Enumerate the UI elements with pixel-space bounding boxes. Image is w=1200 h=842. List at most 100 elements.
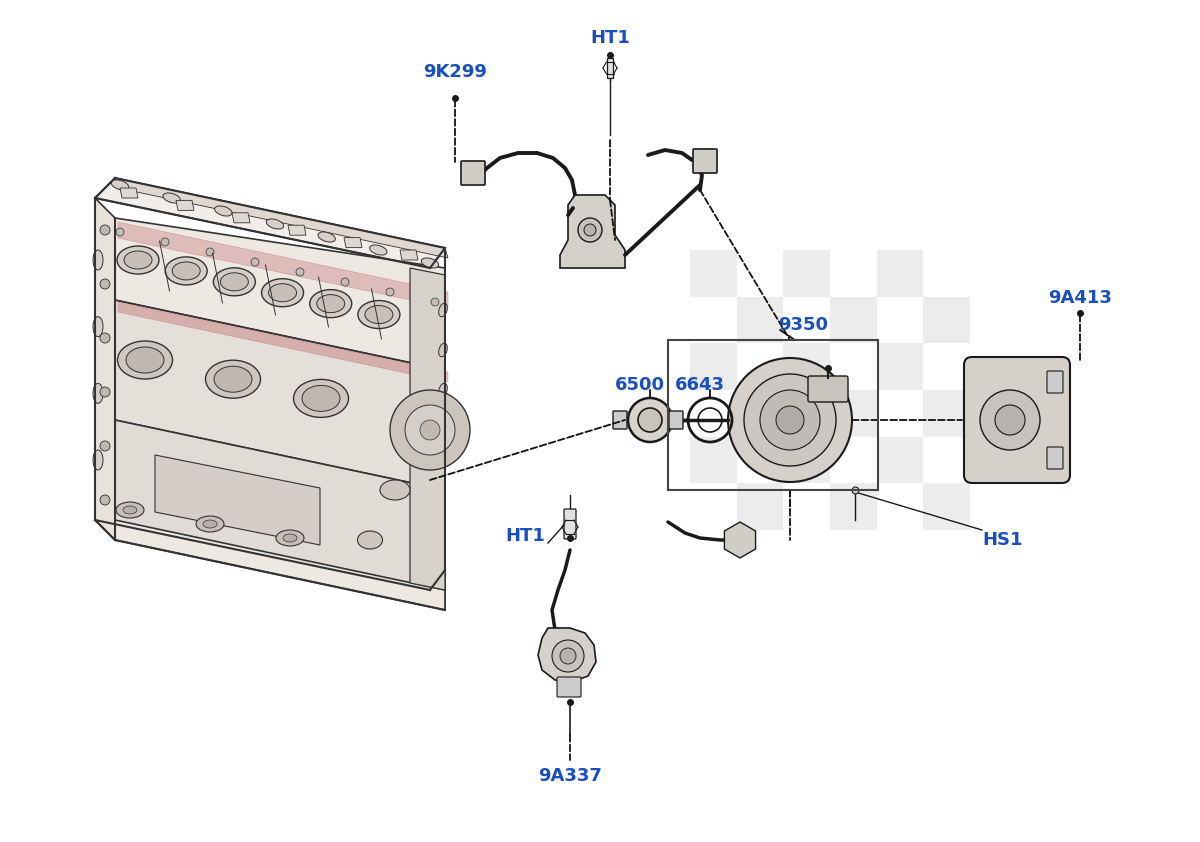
Polygon shape	[607, 58, 613, 78]
Circle shape	[420, 420, 440, 440]
Circle shape	[980, 390, 1040, 450]
Bar	[877, 250, 923, 296]
Circle shape	[638, 408, 662, 432]
Circle shape	[100, 387, 110, 397]
Ellipse shape	[221, 273, 248, 290]
FancyBboxPatch shape	[1046, 371, 1063, 393]
Bar	[923, 483, 970, 530]
Bar	[784, 250, 830, 296]
Bar	[737, 390, 784, 437]
Circle shape	[116, 228, 124, 236]
FancyBboxPatch shape	[694, 149, 718, 173]
Circle shape	[760, 390, 820, 450]
Ellipse shape	[94, 250, 103, 270]
Polygon shape	[560, 195, 625, 268]
Polygon shape	[176, 200, 194, 210]
Circle shape	[100, 441, 110, 451]
Polygon shape	[288, 225, 306, 235]
Circle shape	[386, 288, 394, 296]
Text: 9K299: 9K299	[424, 63, 487, 81]
Ellipse shape	[439, 383, 448, 397]
FancyBboxPatch shape	[461, 161, 485, 185]
Ellipse shape	[283, 534, 298, 542]
Ellipse shape	[266, 219, 283, 229]
Ellipse shape	[370, 245, 388, 255]
Ellipse shape	[380, 480, 410, 500]
Ellipse shape	[163, 193, 180, 203]
Circle shape	[744, 374, 836, 466]
Ellipse shape	[112, 180, 128, 190]
Circle shape	[431, 298, 439, 306]
Bar	[923, 390, 970, 437]
FancyBboxPatch shape	[564, 509, 576, 539]
Circle shape	[100, 279, 110, 289]
Ellipse shape	[172, 262, 200, 280]
Ellipse shape	[421, 258, 439, 268]
Text: HT1: HT1	[505, 527, 545, 545]
Ellipse shape	[124, 506, 137, 514]
Text: 9A413: 9A413	[1048, 289, 1112, 307]
Ellipse shape	[214, 268, 256, 296]
Ellipse shape	[269, 284, 296, 301]
Bar	[877, 437, 923, 483]
Ellipse shape	[276, 530, 304, 546]
Ellipse shape	[439, 344, 448, 357]
Ellipse shape	[124, 251, 152, 269]
Circle shape	[560, 648, 576, 664]
FancyBboxPatch shape	[964, 357, 1070, 483]
Polygon shape	[118, 302, 448, 382]
Ellipse shape	[118, 341, 173, 379]
Circle shape	[341, 278, 349, 286]
Bar	[877, 344, 923, 390]
Circle shape	[578, 218, 602, 242]
Ellipse shape	[358, 301, 400, 328]
Bar	[690, 437, 737, 483]
Text: 6500: 6500	[616, 376, 665, 394]
Bar	[784, 344, 830, 390]
Ellipse shape	[166, 257, 208, 285]
Circle shape	[406, 405, 455, 455]
Ellipse shape	[365, 306, 392, 323]
Ellipse shape	[318, 232, 335, 242]
Circle shape	[251, 258, 259, 266]
Text: soaria: soaria	[146, 384, 474, 476]
Text: HT1: HT1	[590, 29, 630, 47]
Polygon shape	[95, 198, 115, 540]
Ellipse shape	[214, 366, 252, 392]
Ellipse shape	[116, 502, 144, 518]
Ellipse shape	[94, 317, 103, 337]
FancyBboxPatch shape	[1046, 447, 1063, 469]
Text: 9A337: 9A337	[538, 767, 602, 785]
Polygon shape	[155, 455, 320, 545]
Ellipse shape	[205, 360, 260, 398]
Bar	[690, 250, 737, 296]
Bar	[668, 340, 878, 490]
Text: 9350: 9350	[778, 316, 828, 334]
Circle shape	[552, 640, 584, 672]
Ellipse shape	[317, 295, 344, 312]
Ellipse shape	[262, 279, 304, 306]
Ellipse shape	[196, 516, 224, 532]
Polygon shape	[400, 250, 418, 260]
Ellipse shape	[294, 380, 348, 418]
Circle shape	[776, 406, 804, 434]
Polygon shape	[115, 300, 445, 490]
Polygon shape	[115, 218, 445, 610]
FancyBboxPatch shape	[808, 376, 848, 402]
Circle shape	[390, 390, 470, 470]
Bar	[784, 437, 830, 483]
Polygon shape	[410, 268, 445, 590]
Bar	[923, 296, 970, 344]
Text: 6643: 6643	[676, 376, 725, 394]
Polygon shape	[538, 628, 596, 682]
Circle shape	[100, 225, 110, 235]
Bar	[737, 296, 784, 344]
Ellipse shape	[215, 206, 232, 216]
Bar	[830, 296, 877, 344]
Ellipse shape	[358, 531, 383, 549]
FancyBboxPatch shape	[613, 411, 628, 429]
Circle shape	[728, 358, 852, 482]
Circle shape	[995, 405, 1025, 435]
Circle shape	[628, 398, 672, 442]
Bar	[830, 483, 877, 530]
